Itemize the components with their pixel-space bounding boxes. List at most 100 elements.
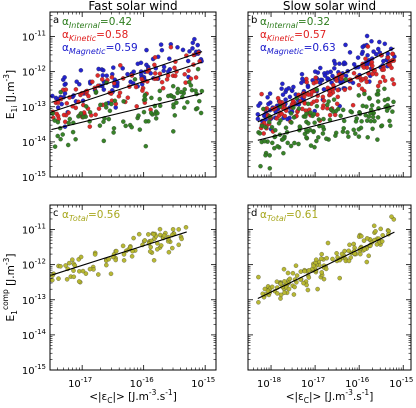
data-point-total <box>78 254 84 260</box>
data-point-total <box>256 300 261 305</box>
data-point-kinetic <box>73 87 79 92</box>
data-point-internal <box>198 110 204 116</box>
data-point-internal <box>316 135 321 140</box>
data-point-magnetic <box>144 47 149 53</box>
data-point-internal <box>175 90 180 96</box>
data-point-total <box>318 256 324 261</box>
y-tick-label: 10-12 <box>22 65 46 79</box>
data-point-total <box>286 286 292 292</box>
data-point-internal <box>262 138 267 144</box>
data-point-magnetic <box>332 66 337 71</box>
data-point-total <box>287 276 293 282</box>
data-point-magnetic <box>377 39 382 45</box>
data-point-internal <box>157 88 163 94</box>
data-point-kinetic <box>172 65 177 71</box>
data-point-magnetic <box>167 67 173 72</box>
data-point-internal <box>320 131 326 136</box>
panel-frame <box>247 11 412 178</box>
data-point-internal <box>356 127 362 132</box>
data-point-internal <box>351 127 356 133</box>
data-point-total <box>183 225 189 230</box>
data-point-magnetic <box>131 69 136 74</box>
data-point-magnetic <box>284 87 289 92</box>
data-point-magnetic <box>322 73 328 78</box>
data-point-magnetic <box>280 92 286 97</box>
panel-label: a <box>53 15 59 26</box>
data-point-total <box>80 268 86 274</box>
data-point-internal <box>155 110 160 116</box>
data-point-internal <box>129 124 134 130</box>
data-point-internal <box>333 133 338 138</box>
data-point-internal <box>197 98 202 104</box>
data-point-internal <box>171 104 176 110</box>
data-point-internal <box>375 115 381 120</box>
data-point-magnetic <box>266 101 271 107</box>
data-point-internal <box>341 126 346 131</box>
data-point-internal <box>80 114 86 120</box>
alpha-internal-label: αInternal=0.32 <box>260 16 330 30</box>
data-point-internal <box>76 114 81 119</box>
data-point-kinetic <box>90 79 95 85</box>
data-point-internal <box>137 127 143 132</box>
alpha-magnetic-label: αMagnetic=0.59 <box>62 42 138 56</box>
data-point-internal <box>390 109 395 114</box>
data-point-total <box>319 270 324 275</box>
data-point-kinetic <box>63 87 69 92</box>
data-point-kinetic <box>313 75 318 80</box>
data-point-magnetic <box>325 76 330 81</box>
data-point-total <box>176 242 181 248</box>
data-point-total <box>282 290 287 295</box>
data-point-kinetic <box>306 92 311 97</box>
data-point-internal <box>132 77 138 82</box>
data-point-kinetic <box>140 88 145 93</box>
data-point-total <box>324 255 329 261</box>
data-point-internal <box>304 135 309 140</box>
x-tick-label: 10-16 <box>345 376 370 390</box>
data-point-kinetic <box>370 63 375 69</box>
data-point-total <box>358 251 363 257</box>
data-point-total <box>155 247 160 252</box>
data-point-kinetic <box>118 63 123 68</box>
data-point-internal <box>321 116 326 122</box>
data-point-internal <box>97 123 103 128</box>
data-point-total <box>323 266 329 272</box>
data-point-internal <box>185 99 190 105</box>
data-point-internal <box>109 101 114 107</box>
data-point-internal <box>288 143 294 149</box>
data-point-total <box>337 275 342 281</box>
data-point-internal <box>93 89 99 95</box>
data-point-kinetic <box>328 92 333 97</box>
data-point-magnetic <box>342 60 347 65</box>
data-point-total <box>129 254 135 259</box>
data-point-total <box>179 236 184 242</box>
panel-frame <box>49 204 217 371</box>
data-point-magnetic <box>159 47 165 53</box>
data-point-kinetic <box>320 94 326 100</box>
data-point-internal <box>83 104 89 109</box>
data-point-internal <box>360 103 366 109</box>
data-point-total <box>151 258 157 263</box>
data-point-total <box>56 276 61 281</box>
x-tick-label: 10-17 <box>301 376 325 390</box>
data-point-kinetic <box>359 86 365 92</box>
data-point-magnetic <box>343 42 348 48</box>
data-point-total <box>347 242 352 248</box>
data-point-internal <box>263 125 268 130</box>
data-point-kinetic <box>320 105 326 111</box>
y-tick-label: 10-11 <box>22 30 46 44</box>
x-tick-label: 10-15 <box>389 376 413 390</box>
panel-frame <box>247 204 412 371</box>
data-point-kinetic <box>377 79 383 85</box>
data-point-magnetic <box>62 82 67 87</box>
data-point-magnetic <box>355 55 361 60</box>
data-point-magnetic <box>62 75 67 80</box>
data-point-kinetic <box>96 106 102 111</box>
data-point-internal <box>356 93 362 98</box>
data-point-internal <box>87 109 93 115</box>
data-point-magnetic <box>185 58 191 64</box>
data-point-magnetic <box>175 45 180 50</box>
data-point-total <box>342 248 347 254</box>
data-point-internal <box>179 89 184 95</box>
data-point-total <box>359 233 364 239</box>
data-point-internal <box>170 83 176 89</box>
